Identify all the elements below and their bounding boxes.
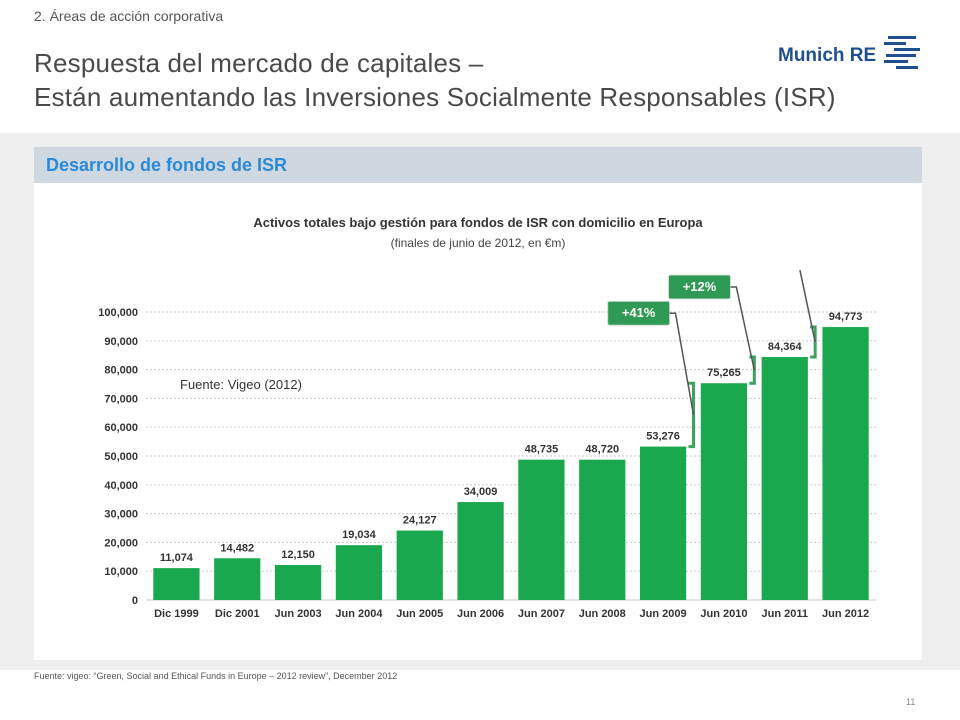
growth-callout-label: +41%	[622, 305, 656, 320]
x-tick-label: Jun 2009	[640, 608, 687, 620]
x-tick-label: Jun 2005	[396, 608, 443, 620]
y-tick-label: 50,000	[104, 451, 138, 463]
data-label: 19,034	[342, 529, 377, 541]
growth-connector	[799, 270, 816, 343]
x-tick-label: Jun 2012	[822, 608, 869, 620]
x-tick-label: Jun 2008	[579, 608, 626, 620]
page-title-line-2: Están aumentando las Inversiones Socialm…	[34, 82, 836, 112]
page-number: 11	[906, 697, 916, 707]
y-tick-label: 70,000	[104, 393, 138, 405]
y-tick-label: 30,000	[104, 509, 138, 521]
bar	[396, 530, 443, 600]
chart-subtitle: (finales de junio de 2012, en €m)	[390, 236, 566, 250]
x-tick-label: Jun 2011	[762, 608, 808, 620]
data-label: 94,773	[829, 311, 863, 323]
data-label: 12,150	[281, 549, 315, 561]
section-label: 2. Áreas de acción corporativa	[34, 8, 224, 24]
x-tick-label: Jun 2007	[518, 608, 565, 620]
bar-chart: 0 10,000 20,000 30,000 40,000 50,000 60,000 70,…	[98, 270, 876, 620]
bar	[579, 459, 626, 600]
y-tick-label: 40,000	[104, 480, 138, 492]
page-title: Respuesta del mercado de capitales – Est…	[34, 46, 836, 114]
page-title-line-1: Respuesta del mercado de capitales –	[34, 48, 484, 78]
y-tick-label: 90,000	[104, 336, 138, 348]
bar	[518, 459, 565, 600]
x-tick-label: Dic 2001	[215, 608, 260, 620]
munich-re-logo: Munich RE	[778, 32, 923, 77]
panel-header: Desarrollo de fondos de ISR	[34, 147, 922, 183]
bar	[457, 502, 504, 600]
data-label: 11,074	[160, 552, 194, 564]
x-tick-label: Jun 2004	[335, 608, 383, 620]
footnote-source: Fuente: vigeo: “Green, Social and Ethica…	[34, 671, 398, 681]
bar	[214, 558, 261, 600]
logo-text: Munich RE	[778, 45, 877, 66]
x-tick-label: Jun 2003	[275, 608, 322, 620]
y-tick-label: 0	[132, 595, 138, 607]
growth-callout-label: +12%	[683, 279, 717, 294]
y-tick-label: 10,000	[104, 566, 138, 578]
bar	[761, 357, 808, 600]
panel-heading: Desarrollo de fondos de ISR	[46, 155, 288, 175]
bar	[639, 446, 687, 600]
data-label: 75,265	[707, 367, 741, 379]
growth-connector	[730, 286, 756, 371]
data-label: 48,735	[525, 444, 559, 456]
growth-connector	[669, 312, 695, 416]
data-label: 53,276	[646, 431, 680, 443]
bar	[274, 565, 322, 600]
chart-title: Activos totales bajo gestión para fondos…	[253, 215, 703, 230]
y-tick-label: 60,000	[104, 422, 138, 434]
data-label: 24,127	[403, 515, 437, 527]
data-label: 84,364	[768, 341, 803, 353]
bar	[700, 383, 748, 600]
x-tick-label: Jun 2006	[457, 608, 504, 620]
data-label: 48,720	[585, 444, 619, 456]
y-tick-label: 80,000	[104, 365, 138, 377]
munich-re-emblem-icon	[884, 36, 920, 69]
x-tick-label: Dic 1999	[154, 608, 199, 620]
data-label: 34,009	[464, 486, 498, 498]
data-label: 14,482	[220, 542, 254, 554]
bar	[153, 568, 200, 600]
growth-bracket	[688, 381, 695, 449]
x-tick-label: Jun 2010	[700, 608, 747, 620]
bar	[822, 327, 869, 600]
y-tick-label: 20,000	[104, 537, 138, 549]
y-tick-label: 100,000	[98, 307, 138, 319]
bar	[335, 545, 383, 600]
chart-source-note: Fuente: Vigeo (2012)	[180, 377, 302, 392]
